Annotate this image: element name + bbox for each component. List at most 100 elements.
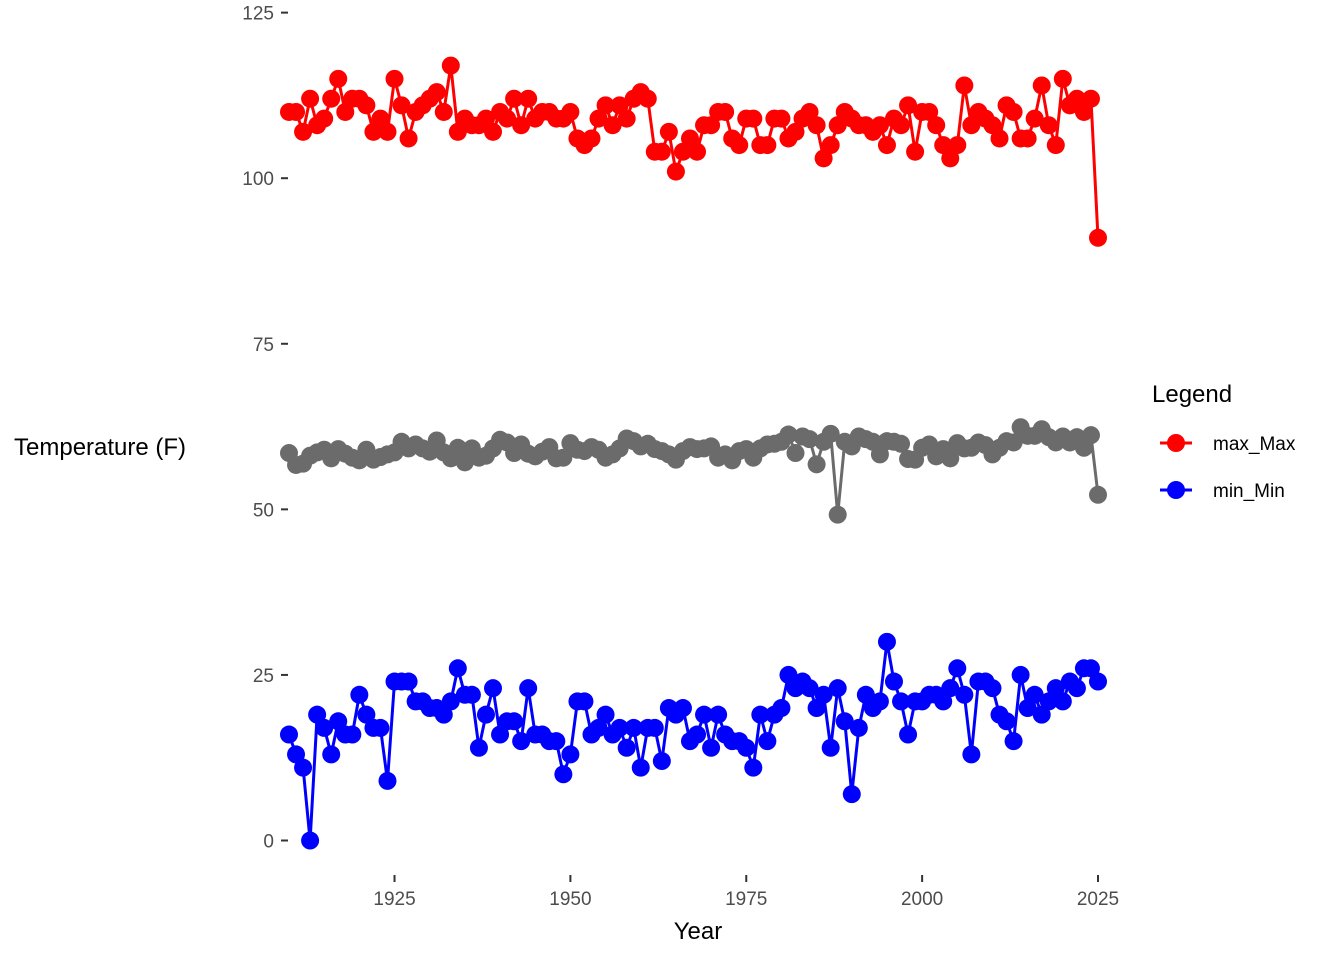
point-max-max-1924 <box>378 122 397 141</box>
point-min-min-1913 <box>301 831 320 850</box>
point-min-min-1988 <box>828 679 847 698</box>
point-max-max-1998 <box>899 96 918 115</box>
point-max-max-1925 <box>385 69 404 88</box>
point-max-max-1970 <box>702 116 721 135</box>
point-min-min-1917 <box>329 712 348 731</box>
point-mean-2024 <box>1081 426 1100 445</box>
point-min-min-1986 <box>814 685 833 704</box>
x-tick-label-1950: 1950 <box>549 889 591 910</box>
point-max-max-1954 <box>589 109 608 128</box>
point-max-max-1931 <box>427 83 446 102</box>
point-min-min-2005 <box>948 659 967 678</box>
point-min-min-1981 <box>779 665 798 684</box>
point-max-max-1980 <box>772 109 791 128</box>
point-mean-1988 <box>828 505 847 524</box>
point-max-max-1923 <box>371 109 390 128</box>
point-mean-1987 <box>821 424 840 443</box>
point-min-min-1977 <box>751 705 770 724</box>
point-min-min-2006 <box>955 685 974 704</box>
point-max-max-1986 <box>814 149 833 168</box>
point-max-max-2006 <box>955 76 974 95</box>
point-min-min-1924 <box>378 771 397 790</box>
point-max-max-1988 <box>828 116 847 135</box>
point-max-max-2010 <box>983 116 1002 135</box>
point-min-min-1950 <box>561 745 580 764</box>
point-min-min-1971 <box>709 705 728 724</box>
point-max-max-1933 <box>441 56 460 75</box>
point-max-max-1912 <box>294 122 313 141</box>
point-min-min-1980 <box>772 699 791 718</box>
point-min-min-1944 <box>519 679 538 698</box>
x-tick-label-2000: 2000 <box>901 889 943 910</box>
point-min-min-1987 <box>821 738 840 757</box>
point-mean-1997 <box>892 434 911 453</box>
point-max-max-1921 <box>357 96 376 115</box>
point-min-min-2003 <box>934 692 953 711</box>
series-mean <box>280 418 1107 524</box>
point-min-min-1937 <box>469 738 488 757</box>
legend-key-point-min-min <box>1167 481 1185 499</box>
point-min-min-1921 <box>357 705 376 724</box>
point-max-max-2011 <box>990 129 1009 148</box>
point-max-max-2017 <box>1032 76 1051 95</box>
point-mean-1935 <box>455 453 474 472</box>
point-max-max-2003 <box>934 136 953 155</box>
point-min-min-2020 <box>1053 692 1072 711</box>
series-layer <box>280 56 1107 850</box>
point-min-min-1914 <box>308 705 327 724</box>
point-min-min-1976 <box>744 758 763 777</box>
point-max-max-1987 <box>821 136 840 155</box>
x-axis: 1925 1950 1975 2000 2025 <box>373 875 1119 910</box>
point-max-max-2016 <box>1025 109 1044 128</box>
point-max-max-1976 <box>744 109 763 128</box>
legend: Legend max_Max min_Min <box>1152 381 1296 502</box>
point-min-min-1940 <box>491 725 510 744</box>
point-min-min-2010 <box>983 679 1002 698</box>
y-tick-label-100: 100 <box>242 169 274 190</box>
point-min-min-2013 <box>1004 732 1023 751</box>
point-mean-1934 <box>448 438 467 457</box>
point-min-min-1959 <box>624 718 643 737</box>
point-min-min-2017 <box>1032 705 1051 724</box>
point-max-max-1932 <box>434 102 453 121</box>
point-min-min-1991 <box>849 718 868 737</box>
point-min-min-1932 <box>434 705 453 724</box>
point-min-min-1955 <box>596 705 615 724</box>
point-max-max-1957 <box>610 96 629 115</box>
point-max-max-1922 <box>364 122 383 141</box>
point-min-min-1920 <box>350 685 369 704</box>
legend-label-min-min: min_Min <box>1213 481 1285 502</box>
point-min-min-1915 <box>315 718 334 737</box>
point-max-max-1997 <box>892 116 911 135</box>
point-min-min-1984 <box>800 679 819 698</box>
point-max-max-1939 <box>484 122 503 141</box>
point-max-max-1918 <box>336 102 355 121</box>
point-mean-1949 <box>554 448 573 467</box>
point-max-max-1926 <box>392 96 411 115</box>
point-max-max-1915 <box>315 109 334 128</box>
point-max-max-1984 <box>800 102 819 121</box>
point-min-min-1996 <box>884 672 903 691</box>
point-min-min-1958 <box>617 738 636 757</box>
point-min-min-2019 <box>1046 679 1065 698</box>
point-max-max-1944 <box>519 89 538 108</box>
point-max-max-2020 <box>1053 69 1072 88</box>
point-min-min-1969 <box>695 705 714 724</box>
point-min-min-2007 <box>962 745 981 764</box>
point-min-min-1942 <box>505 712 524 731</box>
y-axis-title: Temperature (F) <box>14 434 186 461</box>
point-max-max-1966 <box>673 142 692 161</box>
point-min-min-1978 <box>758 732 777 751</box>
point-min-min-1927 <box>399 672 418 691</box>
point-max-max-2023 <box>1074 102 1093 121</box>
point-mean-2013 <box>1004 433 1023 452</box>
point-mean-1985 <box>807 455 826 474</box>
point-min-min-1948 <box>547 732 566 751</box>
point-max-max-1982 <box>786 122 805 141</box>
point-max-max-2013 <box>1004 102 1023 121</box>
point-max-max-1943 <box>512 116 531 135</box>
point-mean-1981 <box>779 425 798 444</box>
point-min-min-1923 <box>371 718 390 737</box>
point-max-max-1911 <box>287 102 306 121</box>
